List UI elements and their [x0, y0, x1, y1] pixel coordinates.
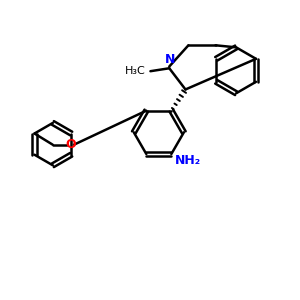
Text: NH₂: NH₂: [175, 154, 201, 167]
Text: N: N: [165, 53, 175, 67]
Text: H₃C: H₃C: [125, 66, 146, 76]
Text: O: O: [65, 138, 76, 151]
